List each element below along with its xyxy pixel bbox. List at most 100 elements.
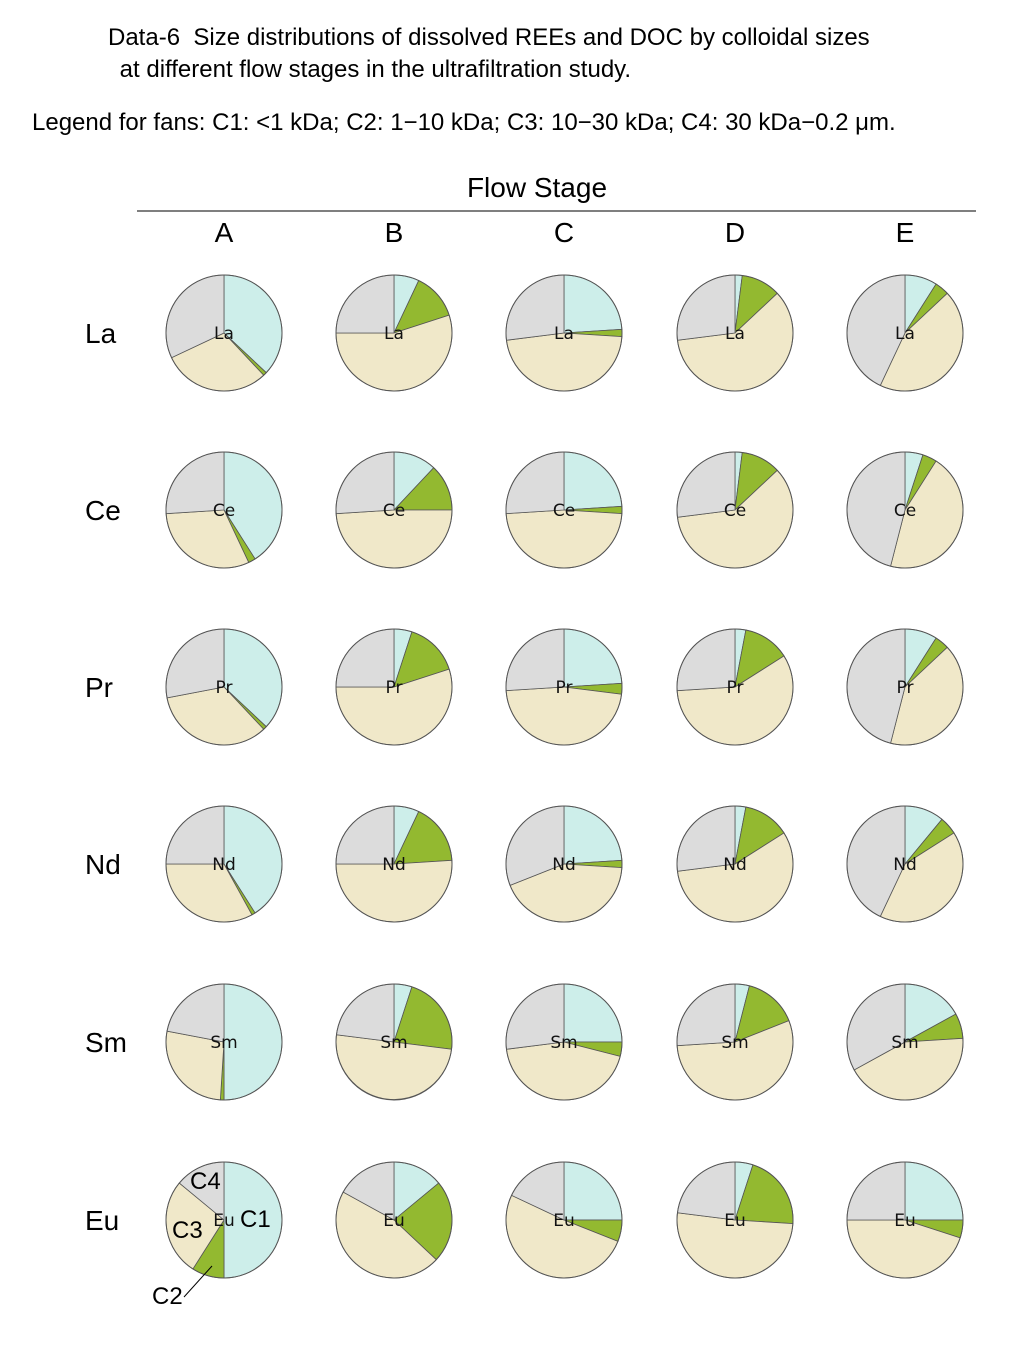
pie-outline — [165, 1161, 283, 1279]
pie-center-label: La — [554, 324, 574, 344]
pie-outline — [846, 983, 964, 1101]
pie-center-label: Pr — [386, 678, 403, 698]
pie-ce-a: Ce — [165, 451, 283, 569]
pie-center-label: Ce — [553, 501, 575, 521]
pie-center-label: La — [214, 324, 234, 344]
stage-label-e: E — [896, 217, 915, 248]
fraction-legend: Legend for fans: C1: <1 kDa; C2: 1−10 kD… — [32, 109, 896, 136]
pie-center-label: Ce — [213, 501, 235, 521]
pie-eu-e: Eu — [846, 1161, 964, 1279]
element-label-ce: Ce — [85, 495, 121, 526]
pie-center-label: La — [725, 324, 745, 344]
pie-outline — [335, 805, 453, 923]
pie-la-c: La — [505, 274, 623, 392]
pie-outline — [505, 451, 623, 569]
pie-pr-d: Pr — [676, 628, 794, 746]
pie-ce-e: Ce — [846, 451, 964, 569]
pie-center-label: Eu — [553, 1211, 575, 1231]
element-label-nd: Nd — [85, 849, 121, 880]
pie-outline — [335, 983, 453, 1101]
element-label-pr: Pr — [85, 672, 113, 703]
pie-outline — [505, 274, 623, 392]
pie-outline — [505, 1161, 623, 1279]
pie-outline — [165, 805, 283, 923]
pie-center-label: Sm — [210, 1033, 237, 1053]
pie-pr-a: Pr — [165, 628, 283, 746]
pie-sm-d: Sm — [676, 983, 794, 1101]
pie-nd-e: Nd — [846, 805, 964, 923]
pie-center-label: Eu — [383, 1211, 405, 1231]
pie-pr-e: Pr — [846, 628, 964, 746]
pie-center-label: Nd — [212, 855, 236, 875]
pie-center-label: Eu — [213, 1211, 235, 1231]
pie-center-label: Nd — [893, 855, 917, 875]
pie-sm-c: Sm — [505, 983, 623, 1101]
stage-label-d: D — [725, 217, 745, 248]
pie-eu-b: Eu — [335, 1161, 453, 1279]
chart-title-line-1: Data-6 Size distributions of dissolved R… — [108, 24, 870, 51]
pie-center-label: Sm — [550, 1033, 577, 1053]
pie-nd-d: Nd — [676, 805, 794, 923]
pie-center-label: Eu — [894, 1211, 916, 1231]
stage-label-a: A — [215, 217, 234, 248]
pie-outline — [335, 628, 453, 746]
pie-la-d: La — [676, 274, 794, 392]
pie-center-label: Pr — [556, 678, 573, 698]
pie-outline — [676, 628, 794, 746]
pie-la-e: La — [846, 274, 964, 392]
chart-title-line-2: at different flow stages in the ultrafil… — [113, 56, 632, 83]
pie-center-label: Nd — [382, 855, 406, 875]
pie-ce-c: Ce — [505, 451, 623, 569]
pie-outline — [335, 1161, 453, 1279]
pie-center-label: Sm — [891, 1033, 918, 1053]
pie-center-label: La — [895, 324, 915, 344]
pie-outline — [676, 451, 794, 569]
pie-center-label: La — [384, 324, 404, 344]
pie-outline — [165, 983, 283, 1101]
pie-outline — [165, 274, 283, 392]
pie-nd-a: Nd — [165, 805, 283, 923]
pie-outline — [846, 274, 964, 392]
pie-outline — [335, 274, 453, 392]
pie-center-label: Pr — [727, 678, 744, 698]
element-label-eu: Eu — [85, 1205, 119, 1236]
stage-label-b: B — [385, 217, 404, 248]
pie-outline — [676, 1161, 794, 1279]
pie-center-label: Sm — [380, 1033, 407, 1053]
pie-pr-b: Pr — [335, 628, 453, 746]
pie-outline — [846, 628, 964, 746]
stage-label-c: C — [554, 217, 574, 248]
pie-sm-b: Sm — [335, 983, 453, 1101]
pie-center-label: Ce — [894, 501, 916, 521]
callout-c4: C4 — [190, 1168, 221, 1195]
callout-c2-leader — [183, 1265, 213, 1298]
pie-outline — [505, 628, 623, 746]
pie-sm-a: Sm — [165, 983, 283, 1101]
pie-outline — [335, 451, 453, 569]
callout-c3: C3 — [172, 1217, 203, 1244]
pie-eu-c: Eu — [505, 1161, 623, 1279]
pie-outline — [846, 451, 964, 569]
pie-nd-b: Nd — [335, 805, 453, 923]
pie-outline — [676, 983, 794, 1101]
pie-center-label: Eu — [724, 1211, 746, 1231]
pie-center-label: Nd — [723, 855, 747, 875]
element-label-sm: Sm — [85, 1027, 127, 1058]
pie-center-label: Pr — [216, 678, 233, 698]
pie-pr-c: Pr — [505, 628, 623, 746]
pie-outline — [165, 628, 283, 746]
pie-eu-a: Eu — [165, 1161, 283, 1279]
pie-la-b: La — [335, 274, 453, 392]
element-label-la: La — [85, 318, 117, 349]
pie-la-a: La — [165, 274, 283, 392]
pie-outline — [676, 274, 794, 392]
pie-outline — [505, 805, 623, 923]
callout-c1: C1 — [240, 1206, 271, 1233]
pie-outline — [846, 805, 964, 923]
pie-outline — [165, 451, 283, 569]
flow-stage-header: Flow Stage — [467, 172, 607, 203]
pie-outline — [676, 805, 794, 923]
pie-center-label: Sm — [721, 1033, 748, 1053]
pie-center-label: Ce — [724, 501, 746, 521]
pie-center-label: Ce — [383, 501, 405, 521]
